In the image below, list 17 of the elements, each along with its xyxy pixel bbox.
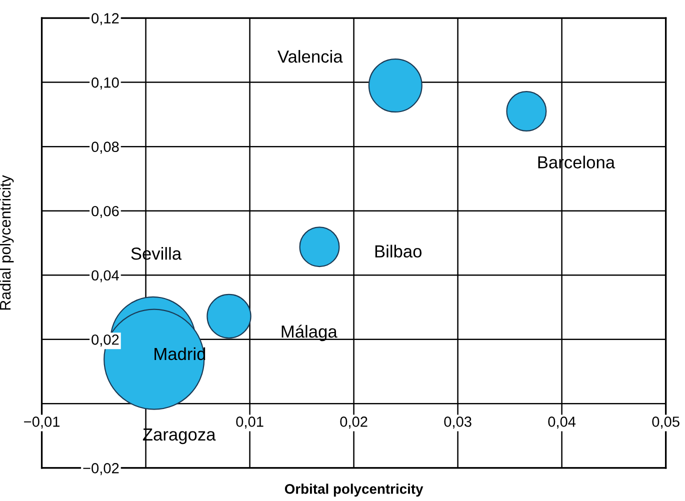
x-tick-label: 0,04	[548, 416, 576, 429]
x-tick-label: −0,01	[24, 416, 60, 429]
x-tick-label: 0,01	[236, 416, 264, 429]
y-tick-label: 0,04	[92, 270, 119, 282]
y-tick-label: 0,12	[92, 13, 119, 26]
x-tick-label: 0,02	[340, 416, 368, 429]
x-tick-label: 0,05	[652, 416, 680, 429]
y-tick-label: 0,02	[92, 334, 119, 347]
annotation: Bilbao	[375, 244, 422, 258]
y-tick-label: 0,10	[92, 77, 119, 90]
annotation: Valencia	[278, 50, 343, 63]
x-axis-title: Orbital polycentricity	[284, 484, 424, 497]
y-tick-label: 0,08	[92, 142, 119, 154]
y-tick-label: −0,02	[83, 463, 119, 476]
y-tick-label: 0,06	[92, 206, 119, 218]
x-tick-label: 0,03	[444, 416, 472, 429]
annotation: Málaga	[282, 324, 338, 342]
